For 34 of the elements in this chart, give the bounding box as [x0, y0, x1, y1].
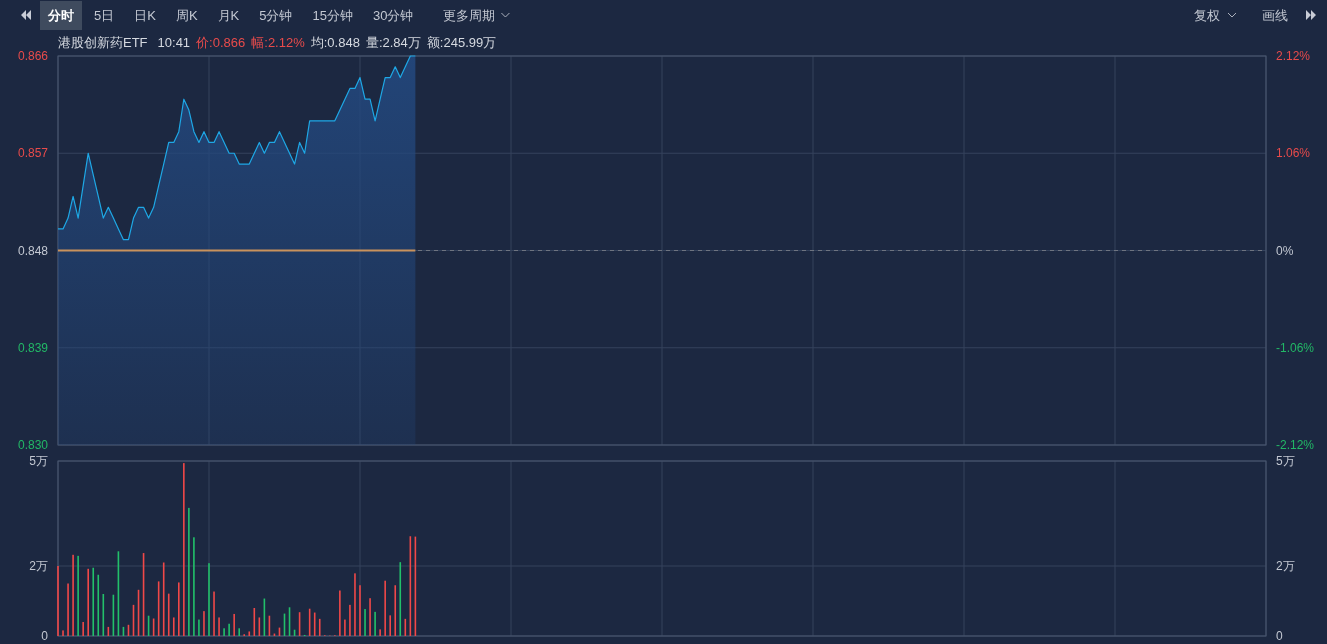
text: 额:245.99万	[426, 34, 497, 50]
text: 周K	[175, 7, 198, 23]
text: 均:0.848	[309, 34, 360, 50]
y2-tick-label: 5万	[1276, 454, 1295, 468]
y2-tick-label: -2.12%	[1276, 438, 1315, 452]
y-tick-label: 2万	[29, 559, 48, 573]
y2-tick-label: 0	[1276, 629, 1283, 643]
text: 5日	[94, 7, 115, 23]
text: 30分钟	[372, 7, 414, 23]
y2-tick-label: 0%	[1276, 243, 1294, 258]
y-tick-label: 5万	[29, 454, 48, 468]
y-tick-label: 0.839	[17, 340, 49, 355]
text: 复权	[1194, 7, 1220, 23]
text: 15分钟	[312, 7, 353, 23]
y-tick-label: 0	[41, 629, 49, 643]
y2-tick-label: 2.12%	[1276, 49, 1311, 63]
text: 幅:2.12%	[251, 34, 306, 50]
text: 分时	[47, 7, 74, 23]
text: 5分钟	[259, 7, 293, 23]
text: 量:2.84万	[365, 34, 421, 50]
y2-tick-label: -1.06%	[1276, 340, 1315, 355]
y-tick-label: 0.866	[17, 49, 49, 63]
y-tick-label: 0.848	[17, 243, 49, 258]
y2-tick-label: 1.06%	[1276, 146, 1311, 161]
text: 价:0.866	[195, 34, 246, 50]
text: 10:41	[157, 34, 191, 50]
y-tick-label: 0.857	[17, 146, 49, 161]
text: 画线	[1262, 7, 1288, 23]
chart-title: 港股创新药ETF	[58, 34, 148, 50]
text: 更多周期	[443, 7, 496, 23]
y2-tick-label: 2万	[1276, 559, 1295, 573]
text: 月K	[217, 7, 240, 23]
y-tick-label: 0.830	[17, 438, 49, 452]
text: 日K	[134, 7, 157, 23]
